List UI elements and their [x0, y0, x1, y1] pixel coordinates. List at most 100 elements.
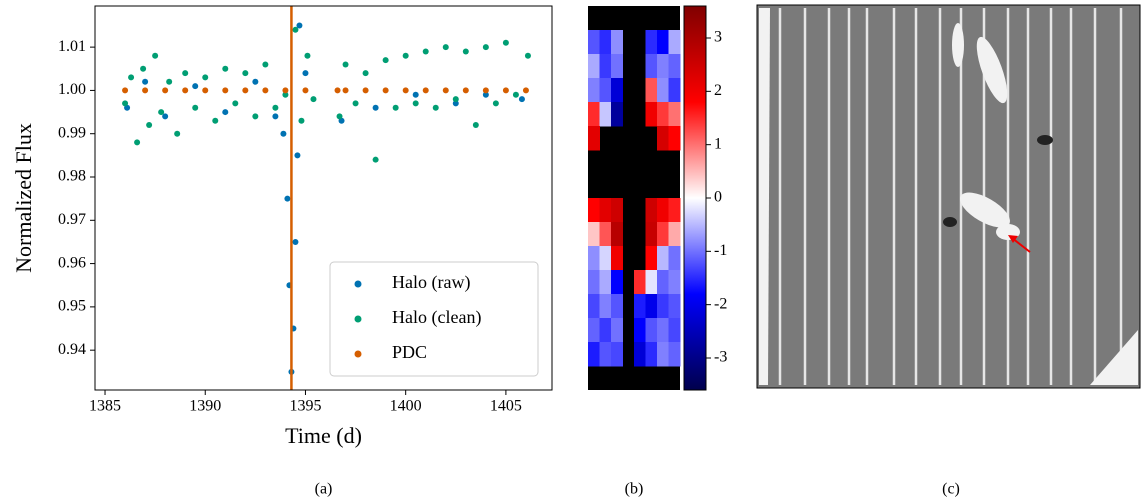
heatmap-cell — [657, 270, 669, 295]
y-tick-label: 1.00 — [58, 81, 86, 98]
heatmap-cell — [657, 78, 669, 103]
data-point — [336, 113, 343, 120]
heatmap-cell — [588, 318, 600, 343]
data-point — [146, 122, 153, 129]
y-tick-label: 0.97 — [58, 211, 86, 228]
heatmap-cell — [657, 198, 669, 223]
legend-label: Halo (raw) — [392, 272, 470, 293]
heatmap-cell — [599, 246, 612, 271]
image-stripes — [778, 8, 1123, 385]
y-tick-label: 0.99 — [58, 124, 86, 141]
heatmap-cell — [668, 126, 681, 151]
data-point — [472, 122, 479, 129]
heatmap-cell — [668, 318, 681, 343]
data-point — [382, 87, 389, 94]
heatmap-cell — [611, 222, 623, 247]
legend-label: Halo (clean) — [392, 307, 481, 328]
data-point — [392, 104, 399, 111]
data-point — [192, 104, 199, 111]
y-tick-label: 1.01 — [58, 38, 86, 55]
heatmap-cell — [599, 78, 612, 103]
heatmap-cell — [599, 342, 612, 367]
legend-box — [329, 261, 539, 377]
colorbar-tick-label: -1 — [714, 242, 727, 259]
heatmap-cell — [645, 246, 658, 271]
panel-label: (c) — [942, 481, 960, 498]
colorbar-tick-label: -3 — [714, 349, 727, 366]
y-tick-label: 0.96 — [58, 254, 86, 271]
data-point — [362, 87, 369, 94]
data-point — [294, 152, 301, 159]
heatmap-cell — [611, 30, 623, 55]
heatmap-cell — [645, 54, 658, 79]
y-tick-label: 0.98 — [58, 168, 86, 185]
x-axis-title: Time (d) — [285, 423, 362, 448]
data-point — [252, 113, 259, 120]
arrow — [1011, 237, 1031, 253]
data-point — [152, 52, 159, 59]
data-point — [352, 100, 359, 107]
data-point — [412, 100, 419, 107]
heatmap-cell — [611, 54, 623, 79]
data-point — [302, 87, 309, 94]
heatmap-cell — [668, 342, 681, 367]
data-point — [372, 156, 379, 163]
data-point — [302, 70, 309, 77]
heatmap-cell — [657, 246, 669, 271]
data-point — [518, 96, 525, 103]
image-dark-spot — [943, 217, 957, 227]
heatmap-cell — [634, 342, 646, 367]
heatmap-cell — [588, 342, 600, 367]
heatmap-cell — [645, 318, 658, 343]
legend-marker — [354, 315, 362, 323]
data-point — [174, 130, 181, 137]
heatmap-cell — [634, 270, 646, 295]
heatmap-cell — [657, 54, 669, 79]
heatmap-cell — [645, 270, 658, 295]
data-point — [282, 87, 289, 94]
data-point — [482, 87, 489, 94]
colorbar-tick-label: 3 — [714, 29, 722, 46]
heatmap-cell — [645, 342, 658, 367]
data-point — [292, 238, 299, 245]
data-point — [492, 100, 499, 107]
colorbar-tick-label: 1 — [714, 135, 722, 152]
data-point — [122, 87, 129, 94]
heatmap-cell — [657, 126, 669, 151]
y-tick-label: 0.95 — [58, 298, 86, 315]
data-point — [222, 65, 229, 72]
data-point — [166, 78, 173, 85]
heatmap-cell — [588, 54, 600, 79]
x-tick-label: 1390 — [189, 398, 221, 415]
heatmap-cell — [611, 342, 623, 367]
data-point — [334, 87, 341, 94]
heatmap-cell — [599, 294, 612, 319]
data-point — [442, 44, 449, 51]
data-point — [298, 117, 305, 124]
heatmap-cell — [611, 102, 623, 127]
image-features — [759, 8, 1138, 385]
data-point — [442, 87, 449, 94]
heatmap-cell — [634, 318, 646, 343]
data-point — [452, 100, 459, 107]
data-point — [128, 74, 135, 81]
heatmap-cell — [668, 78, 681, 103]
heatmap-cell — [588, 30, 600, 55]
heatmap-cell — [611, 294, 623, 319]
data-point — [280, 130, 287, 137]
legend-label: PDC — [392, 342, 427, 362]
heatmap-cell — [668, 102, 681, 127]
colorbar-tick-label: 2 — [714, 82, 722, 99]
legend-marker — [354, 280, 362, 288]
x-tick-label: 1400 — [390, 398, 422, 415]
data-point — [158, 109, 165, 116]
data-point — [422, 48, 429, 55]
panel-label: (a) — [315, 481, 333, 498]
panel-label: (b) — [625, 481, 644, 498]
data-point — [162, 113, 169, 120]
data-point — [362, 70, 369, 77]
data-point — [202, 74, 209, 81]
colorbar-tick-label: 0 — [714, 189, 722, 206]
data-point — [372, 104, 379, 111]
